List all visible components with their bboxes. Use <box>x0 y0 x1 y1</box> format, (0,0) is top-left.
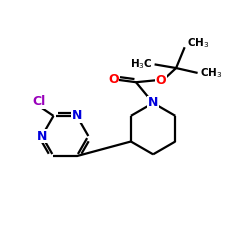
Text: N: N <box>37 130 47 142</box>
Text: Cl: Cl <box>32 96 46 108</box>
Text: CH$_3$: CH$_3$ <box>187 36 210 50</box>
Text: CH$_3$: CH$_3$ <box>200 66 222 80</box>
Text: N: N <box>72 110 82 122</box>
Text: N: N <box>148 96 158 110</box>
Text: H$_3$C: H$_3$C <box>130 58 152 71</box>
Text: O: O <box>108 73 118 86</box>
Text: O: O <box>156 74 166 87</box>
